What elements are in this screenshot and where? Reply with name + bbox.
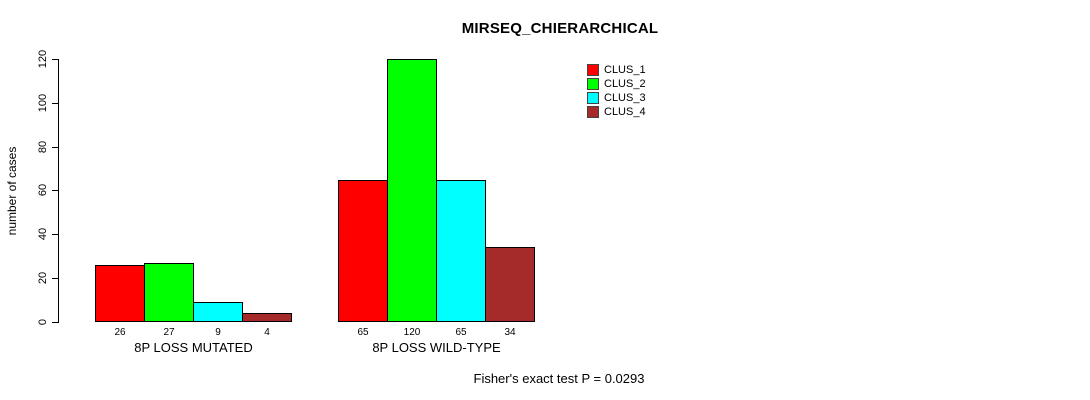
y-tick [52,234,58,235]
y-tick [52,59,58,60]
y-tick-label: 100 [37,93,49,113]
y-tick [52,190,58,191]
legend-swatch-clus_3 [587,92,599,104]
bar-value-label: 9 [215,327,221,338]
legend-swatch-clus_1 [587,64,599,76]
bar-clus_4-group1 [242,313,292,322]
bar-value-label: 4 [264,327,270,338]
bar-value-label: 65 [357,327,369,338]
bar-clus_4-group2 [485,247,535,322]
y-tick-label: 40 [37,227,49,241]
y-tick [52,278,58,279]
bar-value-label: 26 [114,327,126,338]
bar-value-label: 27 [163,327,175,338]
legend-label: CLUS_2 [604,78,646,90]
y-axis-line [58,59,59,323]
bar-clus_2-group1 [144,263,194,322]
legend-label: CLUS_1 [604,64,646,76]
legend-item: CLUS_2 [587,77,646,91]
bar-clus_3-group2 [436,180,486,322]
bar-clus_1-group2 [338,180,388,322]
y-tick-label: 120 [37,49,49,69]
bar-clus_1-group1 [95,265,145,322]
bar-clus_2-group2 [387,59,437,322]
legend-item: CLUS_4 [587,105,646,119]
legend-item: CLUS_1 [587,63,646,77]
legend-label: CLUS_3 [604,92,646,104]
fisher-test-annotation: Fisher's exact test P = 0.0293 [473,371,645,386]
group-label: 8P LOSS MUTATED [134,340,253,355]
y-tick [52,103,58,104]
y-axis-title: number of cases [5,146,19,236]
group-label: 8P LOSS WILD-TYPE [372,340,501,355]
y-tick-label: 60 [37,183,49,197]
y-tick-label: 80 [37,140,49,154]
legend-label: CLUS_4 [604,106,646,118]
legend-swatch-clus_4 [587,106,599,118]
y-tick-label: 0 [37,318,49,326]
y-tick-label: 20 [37,271,49,285]
legend-item: CLUS_3 [587,91,646,105]
bar-value-label: 34 [504,327,516,338]
legend: CLUS_1 CLUS_2 CLUS_3 CLUS_4 [587,63,646,119]
bar-value-label: 65 [455,327,467,338]
chart-title: MIRSEQ_CHIERARCHICAL [461,20,659,37]
y-tick [52,147,58,148]
bar-value-label: 120 [403,327,421,338]
legend-swatch-clus_2 [587,78,599,90]
bar-clus_3-group1 [193,302,243,322]
y-tick [52,322,58,323]
